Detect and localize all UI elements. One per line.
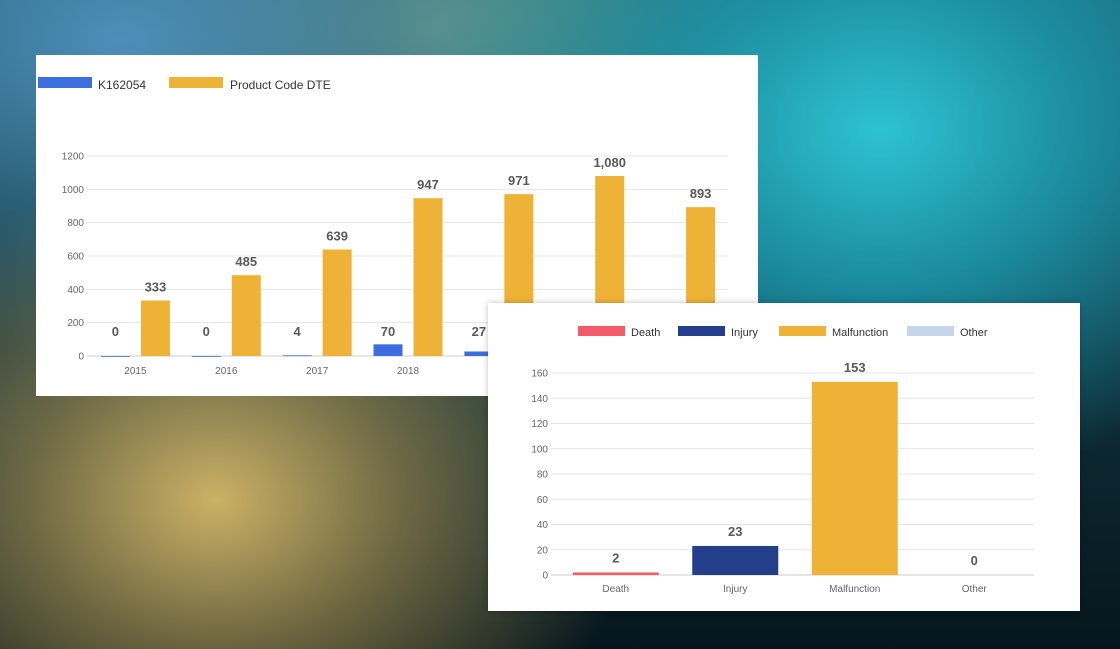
bar-k162054[interactable]: [282, 355, 312, 357]
legend-label-product-code-dte[interactable]: Product Code DTE: [230, 78, 331, 92]
legend-swatch-malfunction[interactable]: [779, 326, 826, 336]
legend-label-death[interactable]: Death: [631, 327, 660, 339]
legend-swatch-other[interactable]: [907, 326, 954, 336]
bar-data-label: 0: [971, 553, 978, 568]
y-tick-label: 1000: [62, 185, 85, 196]
legend-label-k162054[interactable]: K162054: [98, 78, 146, 92]
event-type-chart-card: Death Injury Malfunction Other 0 20 40 60 80 100 1…: [488, 303, 1080, 611]
bar-k162054[interactable]: [191, 356, 221, 357]
bar-data-label: 333: [145, 280, 167, 295]
bar-k162054[interactable]: [464, 351, 494, 357]
y-tick-label: 1200: [62, 152, 85, 163]
legend-swatch-product-code-dte[interactable]: [169, 77, 223, 88]
legend-label-other[interactable]: Other: [960, 327, 988, 339]
bar-k162054[interactable]: [100, 356, 130, 357]
bar-data-label: 947: [417, 177, 439, 192]
bar-data-label: 70: [381, 324, 395, 339]
y-tick-label: 20: [537, 545, 549, 556]
y-tick-label: 140: [531, 394, 548, 405]
x-tick-label: Death: [602, 584, 629, 595]
bar-product-code-dte[interactable]: [231, 275, 261, 356]
bar-malfunction[interactable]: [811, 381, 898, 575]
x-tick-label: 2017: [306, 366, 329, 377]
y-tick-label: 600: [67, 252, 84, 263]
bar-product-code-dte[interactable]: [413, 198, 443, 356]
y-tick-label: 100: [531, 444, 548, 455]
x-tick-label: Other: [962, 584, 988, 595]
y-tick-label: 200: [67, 318, 84, 329]
bar-data-label: 893: [690, 186, 712, 201]
legend-swatch-death[interactable]: [578, 326, 625, 336]
x-tick-label: 2018: [397, 366, 420, 377]
x-tick-label: Malfunction: [829, 584, 880, 595]
bar-data-label: 639: [326, 229, 348, 244]
yearly-reports-chart-card: K162054 Product Code DTE 0 200 400 600 800 1000…: [36, 55, 758, 396]
y-tick-label: 80: [537, 470, 549, 481]
y-tick-label: 60: [537, 495, 549, 506]
yearly-reports-bar-chart: K162054 Product Code DTE02004006008001000…: [38, 77, 728, 377]
legend-label-malfunction[interactable]: Malfunction: [832, 327, 888, 339]
bar-product-code-dte[interactable]: [322, 249, 352, 357]
bar-data-label: 23: [728, 524, 742, 539]
legend-swatch-k162054[interactable]: [38, 77, 92, 88]
bar-data-label: 971: [508, 173, 530, 188]
y-tick-label: 400: [67, 285, 84, 296]
bar-data-label: 0: [203, 324, 210, 339]
y-tick-label: 120: [531, 419, 548, 430]
x-tick-label: Injury: [723, 584, 747, 595]
legend-label-injury[interactable]: Injury: [731, 327, 758, 339]
bar-data-label: 485: [235, 254, 257, 269]
legend-swatch-injury[interactable]: [678, 326, 725, 336]
bar-data-label: 27: [472, 324, 486, 339]
x-tick-label: 2016: [215, 366, 238, 377]
bar-injury[interactable]: [692, 545, 779, 575]
bar-data-label: 2: [612, 550, 619, 565]
bar-data-label: 4: [294, 324, 302, 339]
bar-data-label: 1,080: [593, 155, 626, 170]
y-tick-label: 40: [537, 520, 549, 531]
y-tick-label: 160: [531, 369, 548, 380]
event-type-bar-chart: Death Injury Malfunction Other0204060801001…: [531, 326, 1034, 595]
y-tick-label: 800: [67, 218, 84, 229]
y-tick-label: 0: [78, 352, 84, 363]
bar-k162054[interactable]: [373, 344, 403, 356]
bar-product-code-dte[interactable]: [140, 300, 170, 357]
x-tick-label: 2015: [124, 366, 147, 377]
y-tick-label: 0: [542, 571, 548, 582]
bar-data-label: 0: [112, 324, 119, 339]
bar-death[interactable]: [572, 572, 659, 575]
bar-data-label: 153: [844, 360, 866, 375]
